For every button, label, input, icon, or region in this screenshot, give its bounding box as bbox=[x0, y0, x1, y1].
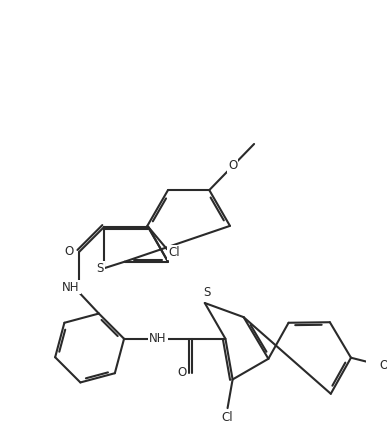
Text: Cl: Cl bbox=[168, 246, 180, 259]
Text: O: O bbox=[228, 159, 238, 173]
Text: NH: NH bbox=[62, 280, 80, 293]
Text: O: O bbox=[178, 366, 187, 379]
Text: S: S bbox=[203, 286, 211, 299]
Text: O: O bbox=[379, 360, 387, 372]
Text: O: O bbox=[64, 245, 74, 258]
Text: Cl: Cl bbox=[221, 411, 233, 424]
Text: NH: NH bbox=[149, 332, 166, 345]
Text: S: S bbox=[97, 262, 104, 275]
